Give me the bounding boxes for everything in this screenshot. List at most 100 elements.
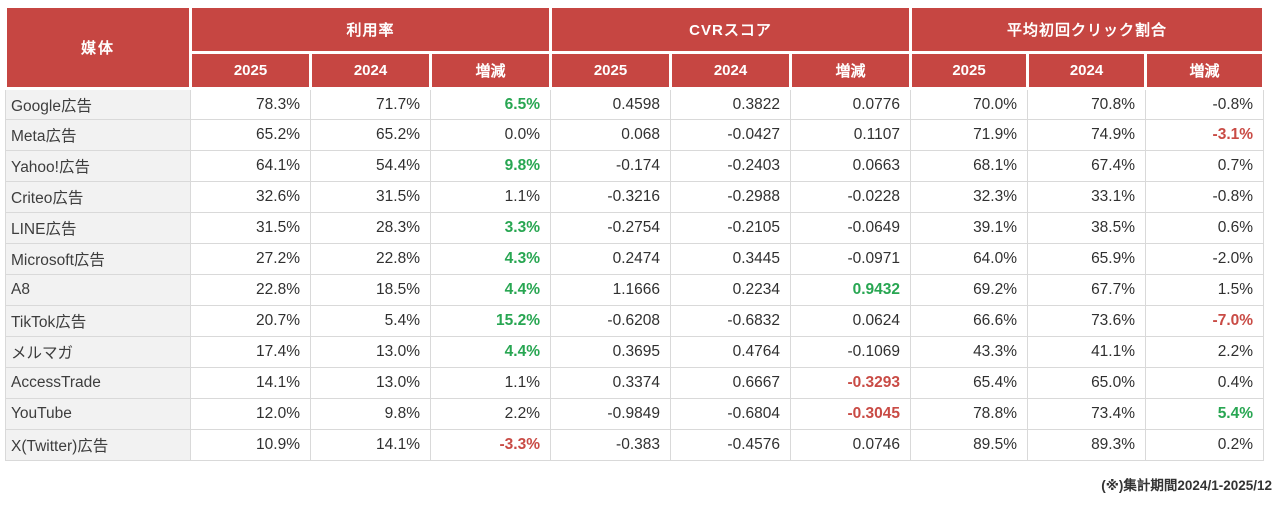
sub-header-2-0: 2025 (909, 51, 1030, 90)
value-cell: 64.0% (910, 243, 1029, 275)
value-cell: 9.8% (430, 150, 551, 182)
value-cell: 14.1% (190, 367, 311, 399)
value-cell: -0.3045 (789, 398, 912, 430)
value-cell: 71.7% (310, 88, 431, 120)
value-cell: -0.2754 (550, 212, 671, 244)
media-cell: Microsoft広告 (5, 243, 191, 275)
value-cell: 1.1% (430, 367, 551, 399)
value-cell: 1.5% (1145, 274, 1265, 306)
sub-header-0-1: 2024 (309, 51, 432, 90)
value-cell: -0.0228 (789, 181, 912, 213)
value-cell: 9.8% (310, 398, 431, 430)
value-cell: 78.3% (190, 88, 311, 120)
value-cell: -0.0649 (789, 212, 912, 244)
sub-header-2-2: 増減 (1144, 51, 1266, 90)
group-header-1: CVRスコア (548, 5, 913, 54)
sub-header-2-1: 2024 (1026, 51, 1148, 90)
table-row: Criteo広告 32.6% 31.5% 1.1% -0.3216 -0.2988 -0.0… (5, 181, 1265, 213)
media-cell: X(Twitter)広告 (5, 429, 191, 461)
value-cell: 33.1% (1027, 181, 1147, 213)
value-cell: -0.383 (550, 429, 671, 461)
value-cell: 0.4598 (550, 88, 671, 120)
value-cell: 17.4% (190, 336, 311, 368)
value-cell: 13.0% (310, 367, 431, 399)
value-cell: 32.6% (190, 181, 311, 213)
value-cell: 2.2% (430, 398, 551, 430)
value-cell: 65.0% (1027, 367, 1147, 399)
value-cell: 0.0624 (789, 305, 912, 337)
value-cell: -3.1% (1145, 119, 1265, 151)
value-cell: 74.9% (1027, 119, 1147, 151)
value-cell: -3.3% (430, 429, 551, 461)
value-cell: 70.8% (1027, 88, 1147, 120)
value-cell: -7.0% (1145, 305, 1265, 337)
value-cell: 65.4% (910, 367, 1029, 399)
value-cell: 54.4% (310, 150, 431, 182)
value-cell: 2.2% (1145, 336, 1265, 368)
value-cell: 18.5% (310, 274, 431, 306)
group-header-2: 平均初回クリック割合 (909, 5, 1266, 54)
value-cell: 5.4% (310, 305, 431, 337)
table-row: X(Twitter)広告 10.9% 14.1% -3.3% -0.383 -0.4576… (5, 429, 1265, 461)
value-cell: 0.2234 (670, 274, 791, 306)
sub-header-1-0: 2025 (549, 51, 672, 90)
table-row: LINE広告 31.5% 28.3% 3.3% -0.2754 -0.2105 -0.064… (5, 212, 1265, 244)
value-cell: 43.3% (910, 336, 1029, 368)
value-cell: 89.3% (1027, 429, 1147, 461)
value-cell: 41.1% (1027, 336, 1147, 368)
value-cell: -0.2403 (670, 150, 791, 182)
value-cell: 67.7% (1027, 274, 1147, 306)
value-cell: 31.5% (310, 181, 431, 213)
media-cell: メルマガ (5, 336, 191, 368)
value-cell: 22.8% (310, 243, 431, 275)
value-cell: 15.2% (430, 305, 551, 337)
value-cell: 0.0663 (789, 150, 912, 182)
media-metrics-report: 媒体 利用率 CVRスコア 平均初回クリック割合 2025 2024 増減 2025 202… (0, 5, 1279, 519)
value-cell: 14.1% (310, 429, 431, 461)
value-cell: 5.4% (1145, 398, 1265, 430)
media-cell: A8 (5, 274, 191, 306)
value-cell: 0.0746 (789, 429, 912, 461)
group-header-0: 利用率 (189, 5, 552, 54)
value-cell: 71.9% (910, 119, 1029, 151)
value-cell: 20.7% (190, 305, 311, 337)
media-cell: LINE広告 (5, 212, 191, 244)
table-row: Yahoo!広告 64.1% 54.4% 9.8% -0.174 -0.2403 0.066… (5, 150, 1265, 182)
value-cell: 0.9432 (789, 274, 912, 306)
value-cell: 73.4% (1027, 398, 1147, 430)
value-cell: 0.2474 (550, 243, 671, 275)
value-cell: 0.0776 (789, 88, 912, 120)
sub-header-0-2: 増減 (429, 51, 552, 90)
value-cell: 1.1% (430, 181, 551, 213)
value-cell: 0.6% (1145, 212, 1265, 244)
sub-header-1-1: 2024 (669, 51, 792, 90)
media-cell: YouTube (5, 398, 191, 430)
value-cell: -0.9849 (550, 398, 671, 430)
value-cell: -0.8% (1145, 88, 1265, 120)
media-cell: Yahoo!広告 (5, 150, 191, 182)
value-cell: 27.2% (190, 243, 311, 275)
value-cell: -0.1069 (789, 336, 912, 368)
media-column-header: 媒体 (4, 5, 192, 90)
value-cell: 0.2% (1145, 429, 1265, 461)
value-cell: 13.0% (310, 336, 431, 368)
value-cell: 12.0% (190, 398, 311, 430)
value-cell: -0.3293 (789, 367, 912, 399)
value-cell: 32.3% (910, 181, 1029, 213)
value-cell: 22.8% (190, 274, 311, 306)
value-cell: 3.3% (430, 212, 551, 244)
aggregation-period-footnote: (※)集計期間2024/1-2025/12 (1101, 478, 1272, 493)
table-row: TikTok広告 20.7% 5.4% 15.2% -0.6208 -0.6832 0.06… (5, 305, 1265, 337)
value-cell: 0.068 (550, 119, 671, 151)
value-cell: 0.6667 (670, 367, 791, 399)
value-cell: 65.9% (1027, 243, 1147, 275)
value-cell: 0.3374 (550, 367, 671, 399)
value-cell: -0.8% (1145, 181, 1265, 213)
value-cell: -0.2988 (670, 181, 791, 213)
value-cell: 4.4% (430, 336, 551, 368)
value-cell: 0.3822 (670, 88, 791, 120)
value-cell: 78.8% (910, 398, 1029, 430)
table-row: Microsoft広告 27.2% 22.8% 4.3% 0.2474 0.3445 -0.… (5, 243, 1265, 275)
value-cell: 6.5% (430, 88, 551, 120)
value-cell: 10.9% (190, 429, 311, 461)
